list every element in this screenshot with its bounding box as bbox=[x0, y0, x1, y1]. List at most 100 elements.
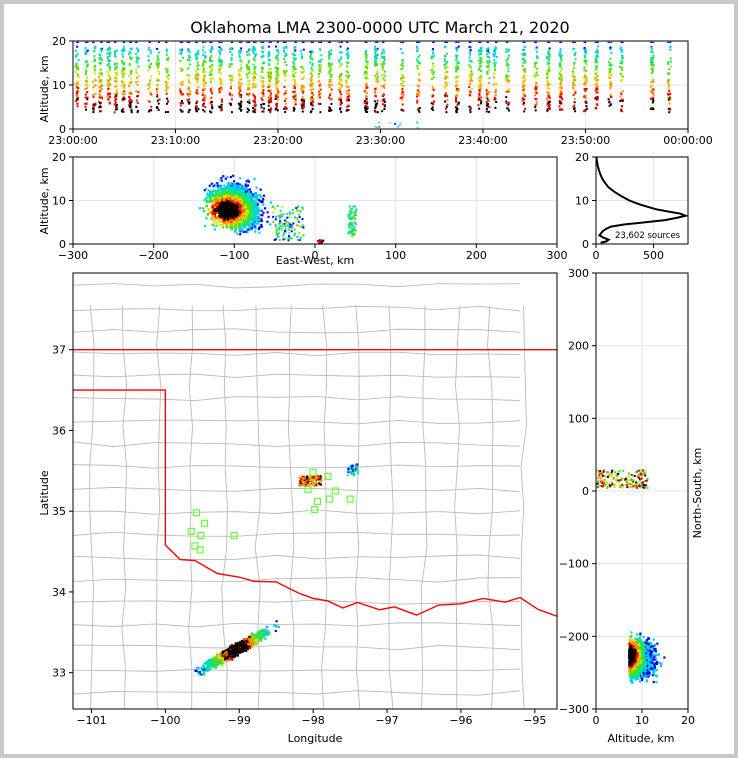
source-point bbox=[262, 85, 265, 88]
source-point bbox=[187, 86, 190, 89]
source-point bbox=[220, 99, 223, 102]
source-point bbox=[211, 86, 214, 89]
source-point bbox=[293, 50, 296, 53]
source-point bbox=[115, 68, 118, 71]
source-point bbox=[348, 92, 351, 95]
source-point bbox=[262, 203, 265, 206]
source-point bbox=[238, 206, 241, 209]
source-point bbox=[300, 71, 303, 74]
source-point bbox=[149, 92, 152, 95]
source-point bbox=[583, 59, 586, 62]
source-point bbox=[253, 223, 256, 227]
source-point bbox=[230, 222, 233, 225]
source-point bbox=[122, 76, 125, 79]
source-point bbox=[222, 212, 225, 215]
source-point bbox=[506, 107, 509, 110]
source-point bbox=[209, 211, 212, 215]
source-point bbox=[310, 79, 313, 82]
source-point bbox=[389, 122, 392, 124]
source-point bbox=[669, 41, 672, 43]
source-point bbox=[282, 233, 285, 236]
source-point bbox=[284, 102, 287, 105]
source-point bbox=[609, 73, 612, 76]
source-point bbox=[101, 88, 104, 91]
source-point bbox=[248, 79, 251, 82]
source-point bbox=[137, 75, 140, 78]
source-point bbox=[148, 66, 151, 69]
source-point bbox=[229, 48, 232, 51]
source-point bbox=[233, 188, 236, 192]
source-point bbox=[294, 93, 297, 96]
source-point bbox=[310, 41, 313, 43]
source-point bbox=[522, 99, 525, 102]
source-point bbox=[446, 103, 449, 106]
source-point bbox=[479, 65, 482, 68]
source-point bbox=[242, 211, 246, 214]
source-point bbox=[621, 100, 624, 103]
source-point bbox=[246, 227, 249, 230]
source-point bbox=[122, 66, 125, 69]
source-point bbox=[239, 85, 242, 88]
source-point bbox=[457, 62, 460, 65]
source-point bbox=[312, 69, 315, 72]
source-point bbox=[444, 107, 447, 110]
source-point bbox=[75, 66, 78, 69]
source-point bbox=[596, 50, 599, 53]
source-point bbox=[86, 91, 89, 94]
source-point bbox=[235, 207, 238, 210]
source-point bbox=[487, 98, 490, 101]
source-point bbox=[239, 102, 242, 105]
source-point bbox=[596, 45, 599, 48]
source-point bbox=[650, 64, 653, 67]
source-point bbox=[377, 121, 380, 123]
source-point bbox=[230, 190, 233, 193]
source-point bbox=[246, 41, 249, 43]
source-point bbox=[250, 205, 253, 208]
source-point bbox=[121, 53, 124, 56]
source-point bbox=[487, 41, 490, 43]
source-point bbox=[165, 102, 168, 105]
source-point bbox=[219, 184, 222, 188]
time-height-panel: 23:00:00 23:10:00 23:20:00 23:30:00 23:40:00… bbox=[48, 35, 712, 147]
source-point bbox=[252, 78, 255, 81]
source-point bbox=[456, 75, 459, 78]
source-point bbox=[610, 41, 613, 43]
source-point bbox=[220, 221, 223, 224]
source-point bbox=[620, 60, 623, 63]
source-point bbox=[230, 94, 233, 97]
source-point bbox=[231, 186, 235, 190]
source-point bbox=[311, 107, 314, 110]
source-point bbox=[301, 71, 304, 74]
source-point bbox=[595, 65, 598, 68]
source-point bbox=[339, 73, 342, 76]
source-point bbox=[228, 217, 232, 220]
source-point bbox=[282, 213, 285, 216]
source-point bbox=[220, 216, 223, 219]
source-point bbox=[241, 228, 244, 231]
source-point bbox=[619, 72, 622, 75]
source-point bbox=[276, 89, 279, 92]
source-point bbox=[106, 55, 109, 58]
source-point bbox=[583, 66, 586, 69]
source-point bbox=[166, 97, 169, 100]
source-point bbox=[522, 82, 525, 85]
source-point bbox=[311, 78, 314, 81]
source-point bbox=[328, 95, 331, 98]
source-point bbox=[494, 46, 497, 49]
source-point bbox=[383, 56, 386, 59]
source-point bbox=[495, 82, 498, 85]
source-point bbox=[492, 49, 495, 52]
source-point bbox=[383, 103, 386, 106]
source-point bbox=[179, 90, 182, 93]
source-point bbox=[275, 77, 278, 80]
source-point bbox=[507, 67, 510, 70]
source-point bbox=[310, 67, 313, 70]
source-point bbox=[166, 100, 169, 103]
source-point bbox=[257, 227, 260, 231]
source-point bbox=[230, 195, 233, 198]
source-point bbox=[100, 85, 103, 88]
source-point bbox=[114, 68, 117, 71]
source-point bbox=[468, 94, 471, 97]
source-point bbox=[148, 65, 151, 68]
source-point bbox=[226, 213, 230, 216]
